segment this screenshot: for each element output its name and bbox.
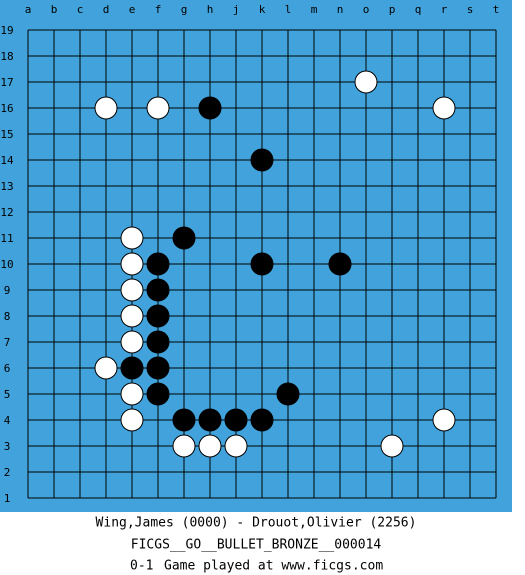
row-label: 11 [0,232,13,245]
black-stone [172,408,196,432]
white-stone [120,408,144,432]
black-stone [250,148,274,172]
row-label: 12 [0,206,13,219]
black-stone [146,278,170,302]
column-label: d [103,3,110,16]
black-stone [224,408,248,432]
row-label: 14 [0,154,14,167]
white-stone [224,434,248,458]
column-label: o [363,3,370,16]
row-label: 13 [0,180,13,193]
white-stone [120,330,144,354]
white-stone [354,70,378,94]
row-label: 18 [0,50,13,63]
column-label: g [181,3,188,16]
black-stone [146,330,170,354]
players: Wing,James (0000) - Drouot,Olivier (2256… [96,516,417,531]
column-label: b [51,3,58,16]
black-stone [146,252,170,276]
column-label: r [441,3,448,16]
row-label: 3 [4,440,11,453]
black-stone [250,408,274,432]
black-stone [198,96,222,120]
board: a b c d e f g h j k l m n o p q r s t191817161514131211109… [0,3,499,505]
black-stone [146,356,170,380]
white-stone [120,252,144,276]
black-stone [146,382,170,406]
row-label: 19 [0,24,13,37]
result: 0-1 [130,559,153,574]
row-label: 1 [4,492,11,505]
row-label: 8 [4,310,11,323]
column-label: s [467,3,474,16]
column-label: h [207,3,214,16]
row-label: 5 [4,388,11,401]
white-stone [94,96,118,120]
white-stone [94,356,118,380]
note: Game played at www.ficgs.com [164,559,383,574]
column-label: f [155,3,162,16]
white-stone [380,434,404,458]
column-label: l [285,3,292,16]
white-stone [198,434,222,458]
black-stone [120,356,144,380]
row-label: 6 [4,362,11,375]
white-stone [146,96,170,120]
row-label: 9 [4,284,11,297]
row-label: 7 [4,336,11,349]
white-stone [432,408,456,432]
event: FICGS__GO__BULLET_BRONZE__000014 [131,538,382,553]
row-label: 10 [0,258,13,271]
column-label: j [233,3,240,16]
row-label: 15 [0,128,13,141]
row-label: 4 [4,414,11,427]
column-label: m [311,3,318,16]
row-label: 17 [0,76,13,89]
row-label: 16 [0,102,13,115]
column-label: q [415,3,422,16]
black-stone [146,304,170,328]
row-label: 2 [4,466,11,479]
white-stone [120,304,144,328]
column-label: a [25,3,32,16]
column-label: t [493,3,500,16]
black-stone [328,252,352,276]
column-label: k [259,3,266,16]
white-stone [120,382,144,406]
column-label: e [129,3,136,16]
white-stone [120,226,144,250]
column-label: c [77,3,84,16]
black-stone [276,382,300,406]
column-label: p [389,3,396,16]
white-stone [120,278,144,302]
column-label: n [337,3,344,16]
black-stone [172,226,196,250]
white-stone [432,96,456,120]
black-stone [198,408,222,432]
black-stone [250,252,274,276]
white-stone [172,434,196,458]
